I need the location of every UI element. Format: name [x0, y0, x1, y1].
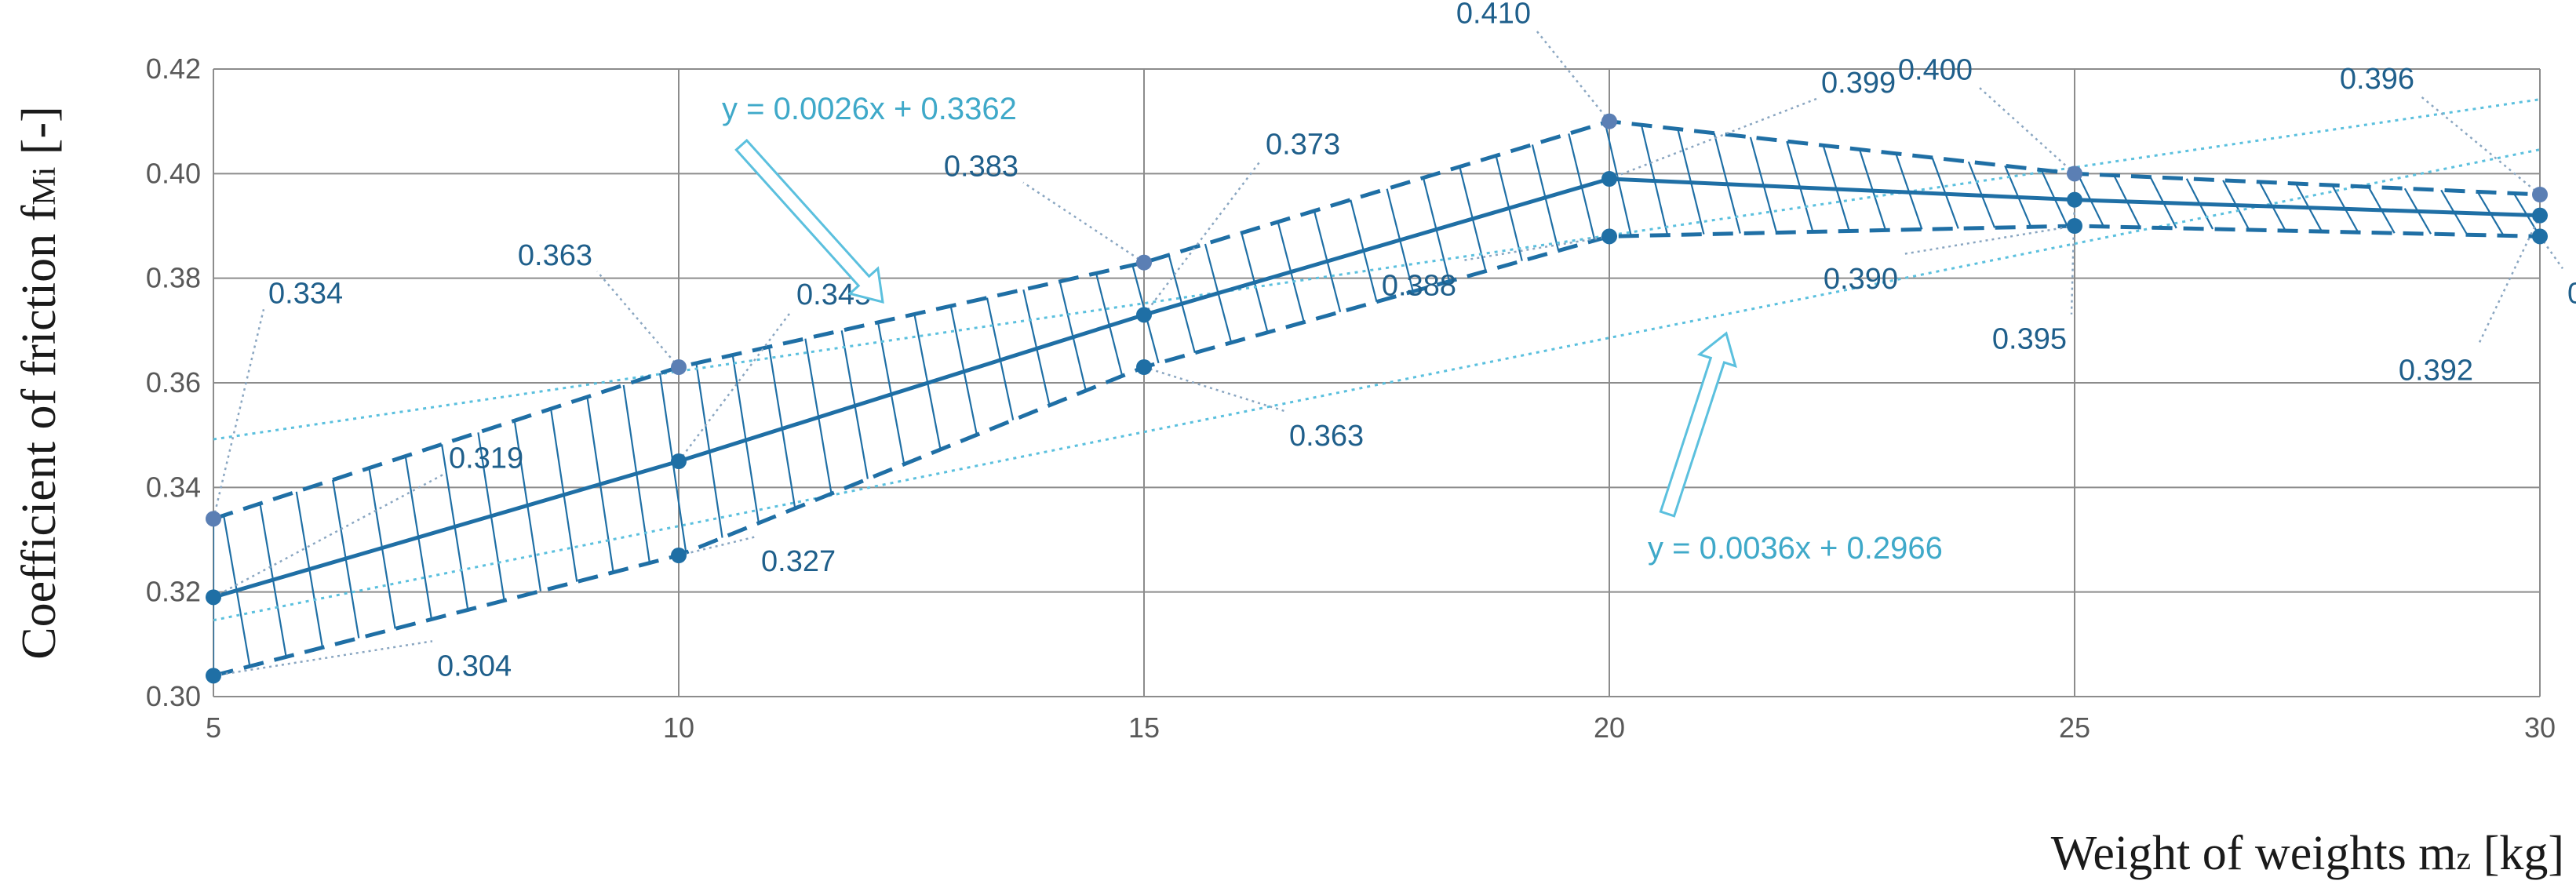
trend-equation-label: y = 0.0026x + 0.3362: [722, 92, 1017, 126]
x-tick-label: 30: [2524, 711, 2556, 744]
label-leader: [1902, 224, 2075, 256]
mean-point: [1601, 171, 1617, 187]
lower-value-label: 0.388: [1382, 269, 1456, 302]
x-tick-label: 15: [1128, 711, 1160, 744]
x-tick-label: 10: [663, 711, 694, 744]
lower-point: [1136, 359, 1152, 375]
upper-value-label: 0.400: [1898, 53, 1973, 86]
lower-value-label: 0.304: [437, 650, 512, 682]
label-leader: [678, 310, 792, 462]
upper-point: [1601, 113, 1617, 129]
x-axis-title: Weight of weights mz [kg]: [2051, 827, 2564, 880]
mean-point: [671, 453, 687, 469]
y-tick-label: 0.34: [146, 471, 201, 503]
mean-value-label: 0.373: [1266, 128, 1340, 161]
lower-bound-line: [213, 224, 2541, 678]
mean-value-label: 0.319: [449, 442, 523, 475]
mean-point: [206, 589, 221, 606]
label-leader: [1535, 28, 1610, 122]
x-tick-label: 5: [206, 711, 221, 744]
x-tick-label: 20: [1594, 711, 1625, 744]
label-leader: [678, 535, 757, 557]
mean-point: [1136, 307, 1152, 323]
upper-value-label: 0.383: [944, 151, 1018, 184]
lower-point: [1601, 228, 1617, 245]
y-tick-label: 0.42: [146, 53, 201, 85]
lower-value-label: 0.388: [2567, 277, 2576, 310]
upper-value-label: 0.410: [1456, 0, 1531, 31]
y-tick-label: 0.32: [146, 576, 201, 608]
upper-point: [206, 511, 221, 527]
mean-point: [2067, 191, 2082, 208]
label-leader: [212, 309, 265, 519]
upper-point: [2067, 166, 2082, 182]
label-leader: [1143, 159, 1262, 316]
axis-ticks: 0.30 0.32 0.34 0.36 0.38 0.40 0.42 5 10 15 20 25 30: [146, 53, 2556, 744]
trend-equations: y = 0.0026x + 0.3362 y = 0.0036x + 0.2966: [722, 92, 1943, 566]
upper-value-label: 0.334: [268, 277, 343, 310]
trend-equation-label: y = 0.0036x + 0.2966: [1648, 531, 1943, 566]
lower-point: [2067, 218, 2082, 234]
y-tick-label: 0.40: [146, 157, 201, 189]
label-leader: [1022, 181, 1145, 264]
upper-point: [1136, 254, 1152, 271]
y-tick-label: 0.38: [146, 262, 201, 294]
y-tick-label: 0.36: [146, 366, 201, 399]
lower-value-label: 0.363: [1289, 420, 1364, 453]
mean-value-label: 0.399: [1821, 67, 1896, 100]
lower-point: [671, 548, 687, 563]
mean-point: [2532, 207, 2548, 224]
lower-point: [206, 668, 221, 684]
lower-value-label: 0.327: [761, 545, 836, 578]
upper-value-label: 0.363: [518, 239, 592, 272]
y-tick-label: 0.30: [146, 680, 201, 712]
upper-bound-line: [213, 119, 2541, 521]
upper-point: [2532, 187, 2548, 202]
upper-value-label: 0.396: [2340, 63, 2414, 96]
upper-point: [671, 359, 687, 375]
data-points: [206, 113, 2548, 684]
y-axis-title: Coefficient of friction fMi [-]: [13, 106, 66, 660]
trend-arrow-icon: [1659, 331, 1737, 518]
mean-value-label: 0.392: [2399, 355, 2473, 388]
label-leaders: [212, 28, 2564, 677]
lower-value-label: 0.390: [1824, 263, 1898, 296]
label-leader: [2418, 94, 2541, 195]
x-tick-label: 25: [2059, 711, 2090, 744]
mean-line: [213, 177, 2541, 599]
label-leader: [2476, 215, 2541, 347]
series-lines: [213, 119, 2541, 678]
mean-value-label: 0.395: [1992, 323, 2067, 356]
label-leader: [596, 271, 680, 368]
lower-point: [2532, 228, 2548, 245]
trend-arrow-icon: [734, 138, 884, 304]
